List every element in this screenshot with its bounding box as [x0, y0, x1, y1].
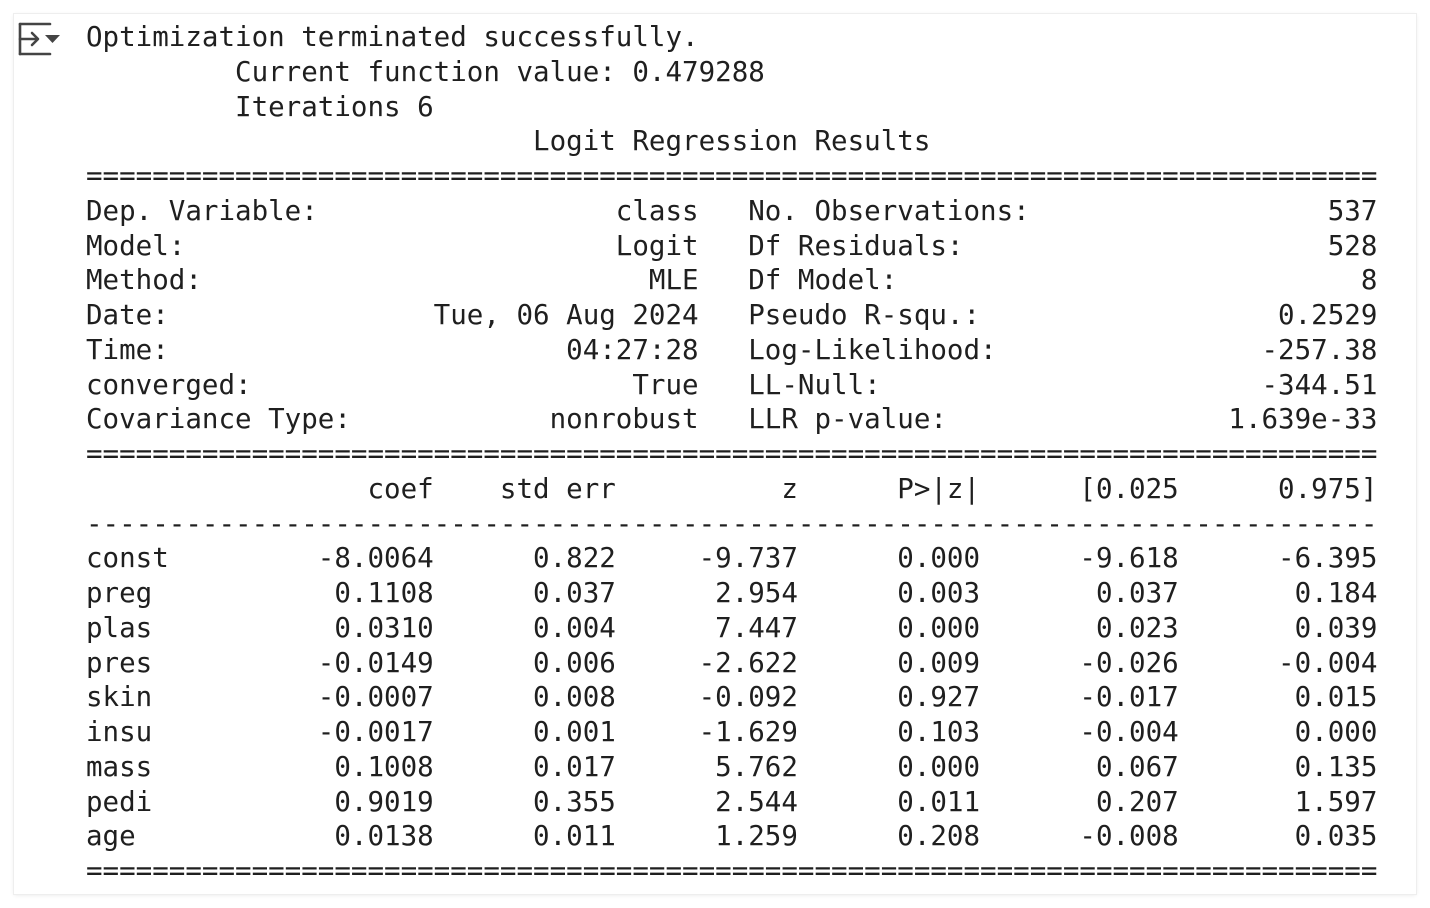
coef-row-preg: preg 0.1108 0.037 2.954 0.003 0.037 0.18… — [86, 577, 1378, 609]
table-rule: ----------------------------------------… — [86, 507, 1378, 540]
table-rule: ========================================… — [86, 438, 1378, 470]
status-line: Optimization terminated successfully. — [86, 21, 699, 53]
table-rule: ========================================… — [86, 855, 1378, 887]
summary-row: Method: MLE Df Model: 8 — [86, 264, 1378, 297]
summary-row: Covariance Type: nonrobust LLR p-value: … — [86, 403, 1378, 436]
summary-row: Time: 04:27:28 Log-Likelihood: -257.38 — [86, 333, 1378, 366]
coef-table-header: coef std err z P>|z| [0.025 0.975] — [86, 472, 1378, 505]
coef-row-pres: pres -0.0149 0.006 -2.622 0.009 -0.026 -… — [86, 646, 1378, 679]
coef-row-plas: plas 0.0310 0.004 7.447 0.000 0.023 0.03… — [86, 611, 1378, 644]
coef-row-const: const -8.0064 0.822 -9.737 0.000 -9.618 … — [86, 542, 1378, 575]
regression-output-text: Optimization terminated successfully. Cu… — [86, 20, 1377, 889]
coef-row-pedi: pedi 0.9019 0.355 2.544 0.011 0.207 1.59… — [86, 785, 1378, 818]
coef-row-mass: mass 0.1008 0.017 5.762 0.000 0.067 0.13… — [86, 750, 1378, 783]
table-rule: ========================================… — [86, 160, 1378, 192]
coef-row-age: age 0.0138 0.011 1.259 0.208 -0.008 0.03… — [86, 820, 1378, 853]
output-cell: Optimization terminated successfully. Cu… — [14, 14, 1416, 894]
summary-row: Dep. Variable: class No. Observations: 5… — [86, 194, 1378, 227]
iterations-line: Iterations 6 — [86, 90, 434, 123]
summary-row: Date: Tue, 06 Aug 2024 Pseudo R-squ.: 0.… — [86, 299, 1378, 331]
coef-row-skin: skin -0.0007 0.008 -0.092 0.927 -0.017 0… — [86, 681, 1378, 714]
function-value-line: Current function value: 0.479288 — [86, 55, 765, 88]
results-title: Logit Regression Results — [86, 125, 1378, 158]
coef-row-insu: insu -0.0017 0.001 -1.629 0.103 -0.004 0… — [86, 716, 1378, 748]
summary-row: converged: True LL-Null: -344.51 — [86, 368, 1378, 401]
output-collapse-icon[interactable] — [16, 20, 62, 56]
summary-row: Model: Logit Df Residuals: 528 — [86, 229, 1378, 262]
